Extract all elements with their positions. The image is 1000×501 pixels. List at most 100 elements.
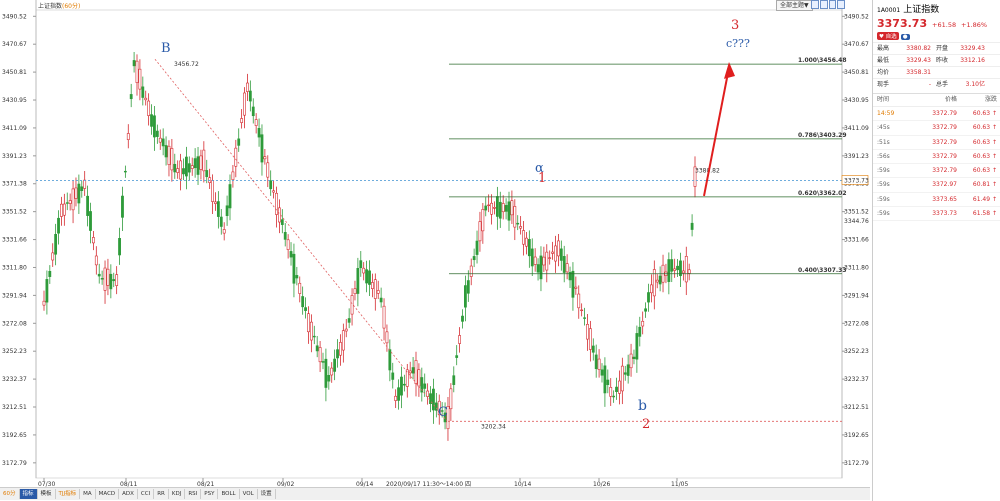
candle-body	[138, 68, 142, 90]
tick-price: 3373.73	[932, 210, 957, 218]
y-tick-label: 3470.67	[2, 41, 27, 48]
candle-body	[673, 268, 677, 271]
candle-body	[385, 331, 389, 344]
candle-body	[153, 115, 156, 138]
candle-body	[507, 201, 511, 221]
tab-indicator[interactable]: 指标	[19, 489, 38, 499]
tab-psy[interactable]: PSY	[201, 489, 219, 499]
candle-body	[571, 270, 575, 298]
candle-body	[106, 268, 110, 286]
candle-body	[298, 282, 302, 294]
candle-body	[51, 252, 55, 261]
candle-body	[382, 305, 386, 329]
y-tick-label: 3212.51	[844, 404, 869, 411]
tab-kdj[interactable]: KDJ	[169, 489, 186, 499]
tick-col-price: 价格	[944, 96, 957, 103]
quote-panel: 1A0001 上证指数 3373.73 +61.58 +1.86% ♥ 自选 ● 最…	[872, 0, 1000, 501]
candle-body	[504, 205, 508, 212]
close-icon[interactable]	[837, 0, 845, 9]
wave-count-label: 3	[731, 18, 739, 33]
tab-ma[interactable]: MA	[80, 489, 96, 499]
candle-body	[272, 190, 275, 193]
tab-template[interactable]: 模板	[38, 489, 56, 499]
tab-rr[interactable]: RR	[154, 489, 169, 499]
theme-button[interactable]: 全部主题▼	[776, 0, 813, 11]
person-icon[interactable]: ●	[900, 34, 910, 40]
tab-macd[interactable]: MACD	[96, 489, 120, 499]
stat-key: 现手	[877, 81, 890, 88]
y-tick-label: 3232.37	[844, 376, 869, 383]
candle-body	[161, 138, 165, 147]
x-tick-label: 11/05	[671, 481, 688, 487]
candle-body	[670, 259, 674, 272]
candle-body	[289, 251, 293, 258]
candle-body	[368, 270, 371, 285]
candle-body	[464, 285, 467, 308]
candle-body	[597, 358, 601, 370]
candle-body	[309, 321, 313, 341]
candle-body	[417, 369, 421, 387]
candle-body	[269, 180, 273, 190]
layout-icon[interactable]	[819, 0, 828, 9]
candle-body	[551, 251, 554, 254]
tab-tjj[interactable]: TJJ指标	[56, 489, 81, 499]
candle-body	[408, 370, 412, 374]
candle-body	[240, 118, 244, 123]
candle-body	[510, 200, 514, 216]
low-point-label: 3202.34	[481, 423, 506, 430]
candle-body	[333, 358, 337, 372]
candle-body	[179, 160, 182, 180]
tick-time: :51s	[877, 138, 890, 146]
candle-body	[344, 328, 348, 332]
candle-body	[144, 97, 148, 101]
wave-letter-label: B	[161, 41, 171, 56]
candle-body	[315, 345, 319, 352]
candle-body	[420, 377, 424, 393]
candle-body	[193, 158, 197, 169]
fib-level-label: 0.786\3403.29	[798, 132, 847, 139]
candle-body	[190, 165, 194, 169]
projection-arrow-head	[724, 62, 735, 79]
candle-body	[353, 288, 357, 295]
grid-icon[interactable]	[811, 0, 819, 9]
tab-vol[interactable]: VOL	[240, 489, 258, 499]
window-icon[interactable]	[828, 0, 837, 9]
stock-code: 1A0001	[877, 7, 901, 14]
candle-body	[533, 256, 537, 265]
price-chart[interactable]: 3490.52 3490.52 3470.67 3470.67 3450.81 3450.…	[0, 0, 872, 487]
candle-body	[54, 233, 58, 255]
candle-body	[475, 240, 479, 255]
candle-body	[568, 272, 572, 281]
period-tab[interactable]: 60分	[0, 489, 20, 499]
candle-body	[292, 253, 296, 284]
tab-cci[interactable]: CCI	[138, 489, 155, 499]
y-tick-label: 3490.52	[844, 13, 869, 20]
candle-body	[196, 156, 200, 175]
candle-body	[580, 309, 584, 312]
candle-body	[623, 372, 627, 375]
candle-body	[437, 400, 441, 416]
candle-body	[565, 263, 569, 273]
tick-change: 60.63 ↑	[972, 167, 997, 175]
candle-body	[219, 216, 223, 227]
chart-title: 上证指数(60分)	[38, 1, 80, 10]
candle-body	[301, 296, 305, 308]
candle-body	[129, 94, 133, 100]
candle-body	[562, 256, 566, 273]
candle-body	[187, 163, 191, 173]
candle-body	[455, 355, 459, 358]
y-tick-label: 3411.09	[844, 125, 869, 132]
candle-body	[202, 149, 206, 172]
tab-adx[interactable]: ADX	[119, 489, 138, 499]
candle-body	[362, 267, 366, 274]
fib-level-label: 0.620\3362.02	[798, 190, 847, 197]
tab-boll[interactable]: BOLL	[218, 489, 240, 499]
y-tick-label: 3351.52	[844, 209, 869, 216]
candle-body	[330, 367, 334, 376]
candle-body	[173, 163, 177, 173]
watchlist-button[interactable]: ♥ 自选	[877, 32, 899, 40]
tick-price: 3372.79	[932, 152, 957, 160]
x-tick-label: 10/14	[514, 481, 531, 487]
tab-rsi[interactable]: RSI	[185, 489, 202, 499]
tab-settings[interactable]: 设置	[258, 489, 276, 499]
